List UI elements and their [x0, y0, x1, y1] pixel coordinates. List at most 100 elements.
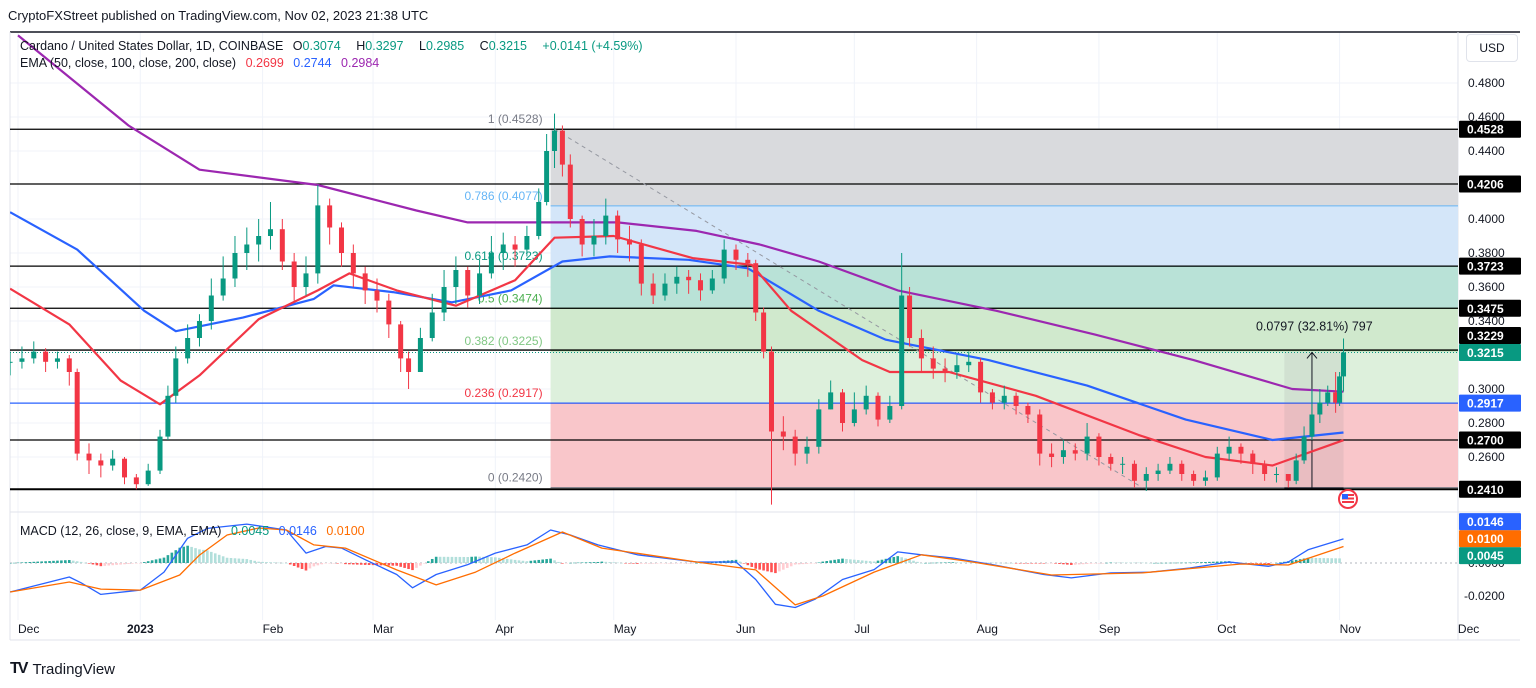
candle[interactable] — [552, 113, 558, 168]
candle[interactable] — [524, 225, 530, 257]
candle[interactable] — [244, 227, 250, 271]
candle[interactable] — [591, 219, 597, 257]
candle[interactable] — [721, 239, 727, 284]
candle[interactable] — [615, 210, 621, 254]
candle[interactable] — [133, 474, 139, 490]
candle[interactable] — [86, 443, 92, 474]
candle[interactable] — [662, 273, 668, 301]
candle[interactable] — [165, 385, 171, 440]
candle[interactable] — [327, 198, 333, 245]
candle[interactable] — [1285, 474, 1291, 488]
candle[interactable] — [907, 287, 913, 347]
candle[interactable] — [338, 222, 344, 267]
candle[interactable] — [196, 314, 202, 347]
candle[interactable] — [98, 453, 104, 478]
candle[interactable] — [1317, 389, 1323, 423]
candle[interactable] — [512, 236, 518, 267]
candle[interactable] — [887, 395, 893, 423]
candle[interactable] — [54, 351, 60, 369]
candle[interactable] — [686, 270, 692, 294]
candle[interactable] — [559, 125, 565, 177]
candle[interactable] — [1084, 423, 1090, 461]
candle[interactable] — [942, 358, 948, 383]
candle[interactable] — [74, 368, 80, 461]
candle[interactable] — [966, 351, 972, 372]
candle[interactable] — [954, 355, 960, 379]
candle[interactable] — [536, 188, 542, 240]
candle[interactable] — [1250, 450, 1256, 474]
candle[interactable] — [761, 307, 767, 359]
dashed-trendline[interactable] — [554, 128, 1143, 489]
candle[interactable] — [1049, 443, 1055, 468]
candle[interactable] — [863, 385, 869, 415]
candle[interactable] — [429, 293, 435, 342]
candle[interactable] — [697, 273, 703, 301]
candle[interactable] — [1238, 443, 1244, 464]
candle[interactable] — [386, 293, 392, 338]
candle[interactable] — [267, 202, 273, 250]
us-flag-event-icon[interactable] — [1338, 489, 1358, 509]
candle[interactable] — [398, 321, 404, 372]
symbol-name[interactable]: Cardano / United States Dollar, 1D, COIN… — [20, 39, 284, 53]
candle[interactable] — [1167, 457, 1173, 474]
candle[interactable] — [1202, 470, 1208, 486]
candle[interactable] — [208, 278, 214, 330]
candle[interactable] — [303, 256, 309, 296]
candle[interactable] — [453, 256, 459, 304]
candle[interactable] — [733, 244, 739, 271]
candle[interactable] — [978, 358, 984, 403]
candle[interactable] — [989, 389, 995, 410]
macd-label[interactable]: MACD (12, 26, close, 9, EMA, EMA) — [20, 524, 222, 538]
candle[interactable] — [816, 399, 822, 454]
candle[interactable] — [1333, 372, 1339, 413]
candle[interactable] — [1293, 453, 1299, 485]
candle[interactable] — [220, 256, 226, 301]
candle[interactable] — [441, 270, 447, 321]
candle[interactable] — [374, 278, 380, 313]
candle[interactable] — [709, 270, 715, 294]
candle[interactable] — [279, 219, 285, 270]
candle[interactable] — [828, 380, 834, 410]
currency-button[interactable]: USD — [1466, 34, 1518, 62]
candle[interactable] — [1262, 460, 1268, 481]
candle[interactable] — [1155, 463, 1161, 481]
candle[interactable] — [1226, 436, 1232, 461]
candle[interactable] — [603, 198, 609, 245]
candle[interactable] — [1214, 446, 1220, 481]
candle[interactable] — [626, 225, 632, 262]
candle[interactable] — [1001, 385, 1007, 410]
candle[interactable] — [145, 463, 151, 486]
candle[interactable] — [417, 327, 423, 372]
candle[interactable] — [1341, 338, 1347, 392]
candle[interactable] — [579, 215, 585, 257]
candle[interactable] — [1120, 457, 1126, 474]
candle[interactable] — [1325, 385, 1331, 406]
candle[interactable] — [1131, 460, 1137, 488]
candle[interactable] — [185, 324, 191, 364]
candle[interactable] — [173, 346, 179, 403]
candle[interactable] — [350, 244, 356, 288]
candle[interactable] — [1191, 470, 1197, 486]
candle[interactable] — [1143, 467, 1149, 491]
candle[interactable] — [753, 259, 759, 321]
candle[interactable] — [66, 355, 72, 386]
candle[interactable] — [851, 392, 857, 427]
candle[interactable] — [1013, 392, 1019, 415]
candle[interactable] — [488, 236, 494, 279]
candle[interactable] — [930, 346, 936, 379]
candle[interactable] — [1060, 440, 1066, 464]
candle[interactable] — [875, 392, 881, 427]
candle[interactable] — [315, 185, 321, 284]
candle[interactable] — [1309, 389, 1315, 440]
candle[interactable] — [1273, 467, 1279, 483]
candle[interactable] — [291, 253, 297, 301]
candle[interactable] — [122, 457, 128, 485]
ema-label[interactable]: EMA (50, close, 100, close, 200, close) — [20, 56, 237, 70]
candle[interactable] — [1096, 433, 1102, 466]
candle[interactable] — [674, 266, 680, 294]
candle[interactable] — [918, 329, 924, 373]
candle[interactable] — [780, 416, 786, 451]
candle[interactable] — [804, 436, 810, 464]
candle[interactable] — [840, 389, 846, 432]
